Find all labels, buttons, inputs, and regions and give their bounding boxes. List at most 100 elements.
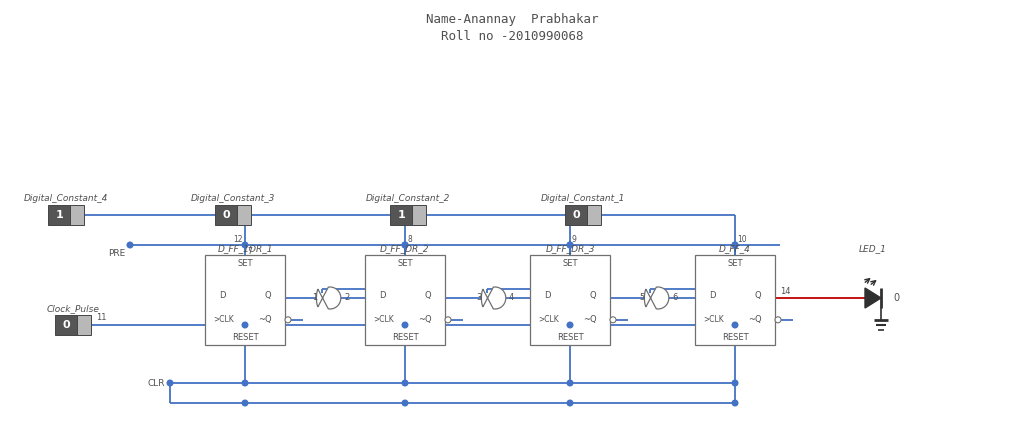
Text: >CLK: >CLK [373, 315, 394, 324]
Text: SET: SET [238, 259, 253, 268]
Text: 0: 0 [62, 320, 70, 330]
Text: 9: 9 [572, 235, 577, 243]
Circle shape [127, 242, 133, 248]
Text: Q: Q [754, 291, 761, 300]
Text: ~Q: ~Q [258, 315, 271, 324]
Circle shape [402, 322, 408, 328]
Circle shape [732, 242, 738, 248]
Circle shape [402, 242, 408, 248]
Circle shape [285, 317, 291, 323]
Text: 8: 8 [407, 235, 412, 243]
Text: 5: 5 [640, 294, 645, 303]
Circle shape [567, 242, 572, 248]
Text: D_FF_DR_2: D_FF_DR_2 [380, 244, 430, 253]
Circle shape [732, 380, 738, 386]
Bar [695, 255, 775, 345]
Text: Digital_Constant_1: Digital_Constant_1 [541, 194, 626, 203]
Text: D_FF_4: D_FF_4 [719, 244, 751, 253]
Text: RESET: RESET [557, 333, 584, 342]
Text: D: D [710, 291, 716, 300]
Text: D: D [545, 291, 551, 300]
Circle shape [243, 400, 248, 406]
Text: RESET: RESET [231, 333, 258, 342]
Circle shape [567, 322, 572, 328]
Text: 1: 1 [397, 210, 406, 220]
Text: LED_1: LED_1 [859, 244, 887, 253]
Text: PRE: PRE [108, 249, 125, 258]
Bar [588, 205, 601, 225]
Text: ~Q: ~Q [749, 315, 762, 324]
Circle shape [402, 380, 408, 386]
Bar [413, 205, 426, 225]
Text: >CLK: >CLK [538, 315, 559, 324]
Text: 2: 2 [344, 294, 349, 303]
Polygon shape [481, 287, 506, 309]
Text: 12: 12 [233, 235, 243, 243]
Text: D_FF_DR_3: D_FF_DR_3 [545, 244, 595, 253]
Text: 3: 3 [476, 294, 482, 303]
Text: Name-Anannay  Prabhakar: Name-Anannay Prabhakar [426, 13, 598, 26]
Text: 0: 0 [222, 210, 230, 220]
Polygon shape [316, 287, 341, 309]
Text: D: D [379, 291, 386, 300]
Text: >CLK: >CLK [213, 315, 233, 324]
Circle shape [567, 380, 572, 386]
Text: 4: 4 [509, 294, 514, 303]
Circle shape [775, 317, 781, 323]
Bar [365, 255, 445, 345]
Circle shape [402, 400, 408, 406]
Text: 1: 1 [311, 294, 317, 303]
Text: Q: Q [589, 291, 596, 300]
Text: Q: Q [424, 291, 431, 300]
Text: 11: 11 [96, 313, 106, 323]
Text: SET: SET [397, 259, 413, 268]
Text: SET: SET [727, 259, 742, 268]
Text: ~Q: ~Q [584, 315, 597, 324]
Bar [530, 255, 610, 345]
Text: Digital_Constant_2: Digital_Constant_2 [366, 194, 451, 203]
Circle shape [567, 400, 572, 406]
Text: RESET: RESET [392, 333, 419, 342]
Text: CLR: CLR [147, 378, 165, 388]
Circle shape [445, 317, 451, 323]
Polygon shape [644, 287, 669, 309]
Text: 6: 6 [672, 294, 677, 303]
Text: SET: SET [562, 259, 578, 268]
Text: Clock_Pulse: Clock_Pulse [46, 304, 99, 313]
Bar [565, 205, 588, 225]
Polygon shape [865, 288, 881, 308]
Circle shape [610, 317, 616, 323]
Bar [78, 315, 91, 335]
Text: 7: 7 [247, 246, 252, 255]
Bar [55, 315, 78, 335]
Bar [215, 205, 238, 225]
Text: 0: 0 [893, 293, 899, 303]
Text: 14: 14 [780, 287, 791, 295]
Text: Digital_Constant_4: Digital_Constant_4 [24, 194, 109, 203]
Text: D: D [219, 291, 226, 300]
Circle shape [732, 322, 738, 328]
Text: ~Q: ~Q [418, 315, 432, 324]
Text: 10: 10 [737, 235, 746, 243]
Circle shape [243, 322, 248, 328]
Text: Digital_Constant_3: Digital_Constant_3 [190, 194, 275, 203]
Bar [238, 205, 251, 225]
Bar [48, 205, 71, 225]
Circle shape [402, 242, 408, 248]
Text: Roll no -2010990068: Roll no -2010990068 [440, 30, 584, 43]
Bar [390, 205, 413, 225]
Text: RESET: RESET [722, 333, 749, 342]
Bar [205, 255, 285, 345]
Circle shape [167, 380, 173, 386]
Text: 0: 0 [572, 210, 580, 220]
Text: 1: 1 [55, 210, 63, 220]
Circle shape [243, 380, 248, 386]
Text: >CLK: >CLK [703, 315, 724, 324]
Text: Q: Q [264, 291, 270, 300]
Circle shape [732, 242, 738, 248]
Circle shape [732, 400, 738, 406]
Circle shape [243, 242, 248, 248]
Circle shape [567, 242, 572, 248]
Text: D_FF_1OR_1: D_FF_1OR_1 [217, 244, 272, 253]
Bar [71, 205, 84, 225]
